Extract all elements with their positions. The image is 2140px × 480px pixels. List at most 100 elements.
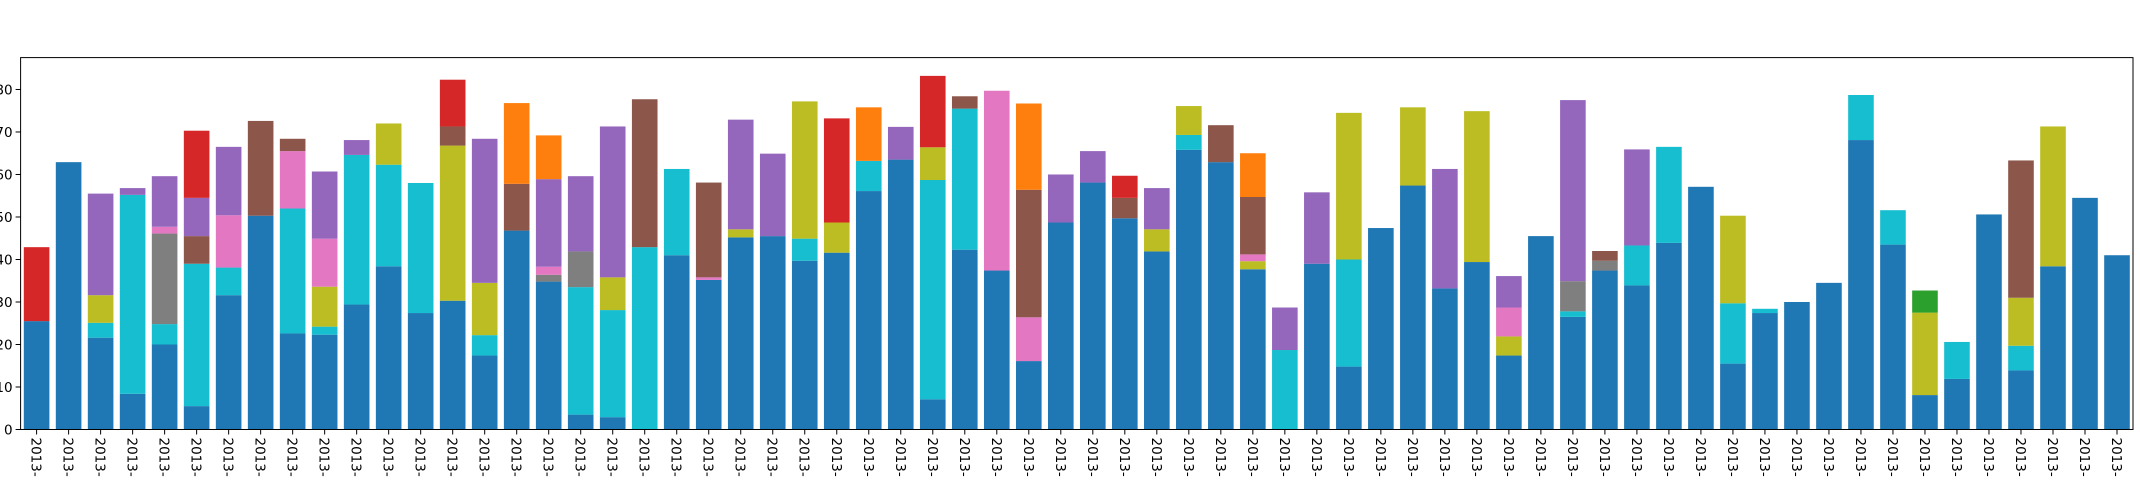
bar-segment xyxy=(1816,282,1842,430)
x-tick-label: 2013- xyxy=(316,438,332,477)
bar-segment xyxy=(1047,222,1074,430)
x-tick-label: 2013- xyxy=(1724,438,1740,477)
bar-segment xyxy=(599,417,626,430)
bar-segment xyxy=(567,176,594,252)
bar-segment xyxy=(823,252,850,430)
bar-segment xyxy=(951,96,978,109)
bar-segment xyxy=(343,304,370,430)
x-tick-label: 2013- xyxy=(540,438,556,477)
bar-segment xyxy=(1496,336,1522,356)
bar-segment xyxy=(1240,197,1266,255)
bar-segment xyxy=(791,101,818,239)
bar-segment xyxy=(1496,355,1522,430)
bar-segment xyxy=(1112,175,1138,198)
bar-segment xyxy=(1272,350,1298,430)
bar-segment xyxy=(1720,363,1746,430)
bar-segment xyxy=(151,324,178,345)
bar-segment xyxy=(471,138,498,283)
x-tick-label: 2013- xyxy=(1948,438,1964,477)
x-tick-label: 2013- xyxy=(476,438,492,477)
bar-segment xyxy=(1848,140,1874,430)
x-tick-label: 2013- xyxy=(1660,438,1676,477)
x-tick-label: 2013- xyxy=(1340,438,1356,477)
x-tick-label: 2013- xyxy=(1148,438,1164,477)
bar-segment xyxy=(1176,106,1202,135)
bar-segment xyxy=(439,300,466,430)
bar-segment xyxy=(1015,361,1042,430)
bar-segment xyxy=(983,270,1010,430)
bar-segment xyxy=(215,215,242,268)
bar-segment xyxy=(1880,244,1906,430)
x-tick-label: 2013- xyxy=(764,438,780,477)
x-tick-label: 2013- xyxy=(924,438,940,477)
bar-segment xyxy=(1784,301,1810,430)
bar-segment xyxy=(343,140,370,155)
bar-segment xyxy=(1015,317,1042,362)
bar-segment xyxy=(1656,146,1682,243)
x-tick-label: 2013- xyxy=(1980,438,1996,477)
x-tick-label: 2013- xyxy=(380,438,396,477)
bar-segment xyxy=(823,118,850,223)
bar-segment xyxy=(2040,126,2066,267)
bar-segment xyxy=(151,344,178,430)
x-tick-label: 2013- xyxy=(1404,438,1420,477)
y-tick-label: 40 xyxy=(0,252,13,268)
bar-segment xyxy=(1560,281,1586,312)
bar-segment xyxy=(599,277,626,311)
bar-segment xyxy=(919,147,946,181)
x-tick-label: 2013- xyxy=(1052,438,1068,477)
x-tick-label: 2013- xyxy=(1628,438,1644,477)
x-tick-label: 2013- xyxy=(1084,438,1100,477)
bar-segment xyxy=(2008,370,2034,430)
bar-segment xyxy=(1368,228,1394,430)
x-tick-label: 2013- xyxy=(28,438,44,477)
bar-segment xyxy=(535,266,562,275)
bar-segment xyxy=(1208,162,1234,430)
bar-segment xyxy=(247,120,274,216)
x-tick-label: 2013- xyxy=(1468,438,1484,477)
x-tick-label: 2013- xyxy=(1212,438,1228,477)
x-tick-label: 2013- xyxy=(60,438,76,477)
bar-segment xyxy=(1336,112,1362,260)
x-tick-label: 2013- xyxy=(1820,438,1836,477)
x-tick-label: 2013- xyxy=(1788,438,1804,477)
bar-segment xyxy=(567,414,594,430)
bar-segment xyxy=(279,138,306,152)
x-tick-label: 2013- xyxy=(2108,438,2124,477)
x-tick-label: 2013- xyxy=(732,438,748,477)
x-tick-label: 2013- xyxy=(668,438,684,477)
bar-segment xyxy=(1272,307,1298,351)
bar-segment xyxy=(311,326,338,335)
bar-segment xyxy=(183,130,210,198)
bar-segment xyxy=(695,277,722,280)
bar-segment xyxy=(215,267,242,296)
bar-segment xyxy=(1080,151,1106,183)
x-tick-label: 2013- xyxy=(1852,438,1868,477)
bar-segment xyxy=(855,107,882,161)
bar-segment xyxy=(375,123,402,165)
x-tick-label: 2013- xyxy=(956,438,972,477)
bar-segment xyxy=(311,171,338,239)
bar-segment xyxy=(727,119,754,230)
x-tick-label: 2013- xyxy=(1436,438,1452,477)
x-tick-label: 2013- xyxy=(860,438,876,477)
bar-segment xyxy=(439,145,466,301)
bar-segment xyxy=(1400,185,1426,430)
x-tick-label: 2013- xyxy=(284,438,300,477)
bar-segment xyxy=(1720,303,1746,364)
bar-segment xyxy=(1496,276,1522,308)
bar-segment xyxy=(1560,100,1586,282)
bar-segment xyxy=(439,79,466,127)
bar-segment xyxy=(1624,149,1650,246)
bar-segment xyxy=(55,162,82,430)
bar-segment xyxy=(279,208,306,334)
bar-segment xyxy=(1624,285,1650,430)
bar-segment xyxy=(695,279,722,430)
bar-segment xyxy=(535,281,562,430)
x-tick-label: 2013- xyxy=(604,438,620,477)
bar-segment xyxy=(2040,266,2066,430)
bar-segment xyxy=(1400,107,1426,186)
x-tick-label: 2013- xyxy=(1596,438,1612,477)
bar-segment xyxy=(1720,215,1746,304)
